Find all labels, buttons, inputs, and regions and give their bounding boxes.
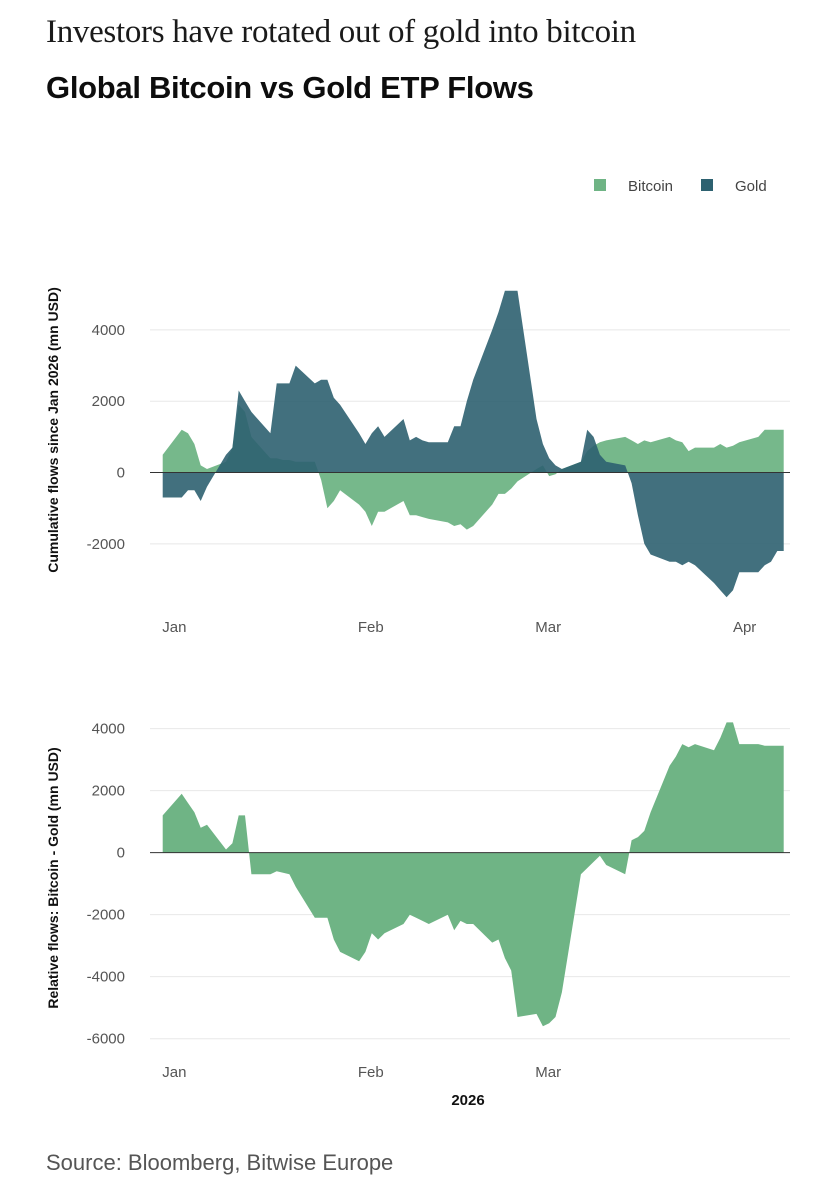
legend-bitcoin-label: Bitcoin xyxy=(628,178,673,195)
c2-x-tick-label: Mar xyxy=(535,1064,561,1081)
c2-y-tick-label: -4000 xyxy=(87,969,125,986)
c2-y-tick-label: -6000 xyxy=(87,1031,125,1048)
chart1-x-tick-labels: Jan Feb Mar Apr xyxy=(162,619,756,636)
c2-x-tick-label: Feb xyxy=(358,1064,384,1081)
chart2-y-axis-label: Relative flows: Bitcoin - Gold (mn USD) xyxy=(45,747,61,1008)
c2-x-tick-label: Jan xyxy=(162,1064,186,1081)
c2-y-tick-label: -2000 xyxy=(87,907,125,924)
c1-x-tick-label: Apr xyxy=(733,619,756,636)
c2-y-tick-label: 2000 xyxy=(92,783,125,800)
chart-title: Global Bitcoin vs Gold ETP Flows xyxy=(46,70,534,105)
chart2-x-tick-labels: Jan Feb Mar xyxy=(162,1064,561,1081)
gold-area xyxy=(162,290,784,598)
legend: Bitcoin Gold xyxy=(594,178,767,195)
chart2-x-axis-title: 2026 xyxy=(451,1092,484,1109)
c1-y-tick-label: 2000 xyxy=(92,393,125,410)
chart1-y-axis-label: Cumulative flows since Jan 2026 (mn USD) xyxy=(45,287,61,573)
chart2-y-tick-labels: -6000 -4000 -2000 0 2000 4000 xyxy=(87,721,125,1048)
c2-y-tick-label: 4000 xyxy=(92,721,125,738)
source-note: Source: Bloomberg, Bitwise Europe xyxy=(46,1150,394,1175)
charts-canvas: -2000 0 2000 4000 Jan Feb Mar Apr Cumulative f… xyxy=(45,178,790,1109)
cumulative-flows-chart: -2000 0 2000 4000 Jan Feb Mar Apr Cumulative f… xyxy=(45,178,790,636)
legend-gold-swatch xyxy=(701,179,713,191)
c1-y-tick-label: -2000 xyxy=(87,536,125,553)
c1-y-tick-label: 0 xyxy=(117,465,125,482)
c1-y-tick-label: 4000 xyxy=(92,322,125,339)
relative-flows-area xyxy=(162,722,784,1027)
legend-gold-label: Gold xyxy=(735,178,767,195)
c1-x-tick-label: Jan xyxy=(162,619,186,636)
chart-subtitle: Investors have rotated out of gold into … xyxy=(46,14,636,50)
c1-x-tick-label: Mar xyxy=(535,619,561,636)
chart1-y-tick-labels: -2000 0 2000 4000 xyxy=(87,322,125,553)
relative-flows-chart: -6000 -4000 -2000 0 2000 4000 Jan Feb Mar Relat… xyxy=(45,721,790,1109)
legend-bitcoin-swatch xyxy=(594,179,606,191)
c2-y-tick-label: 0 xyxy=(117,845,125,862)
c1-x-tick-label: Feb xyxy=(358,619,384,636)
